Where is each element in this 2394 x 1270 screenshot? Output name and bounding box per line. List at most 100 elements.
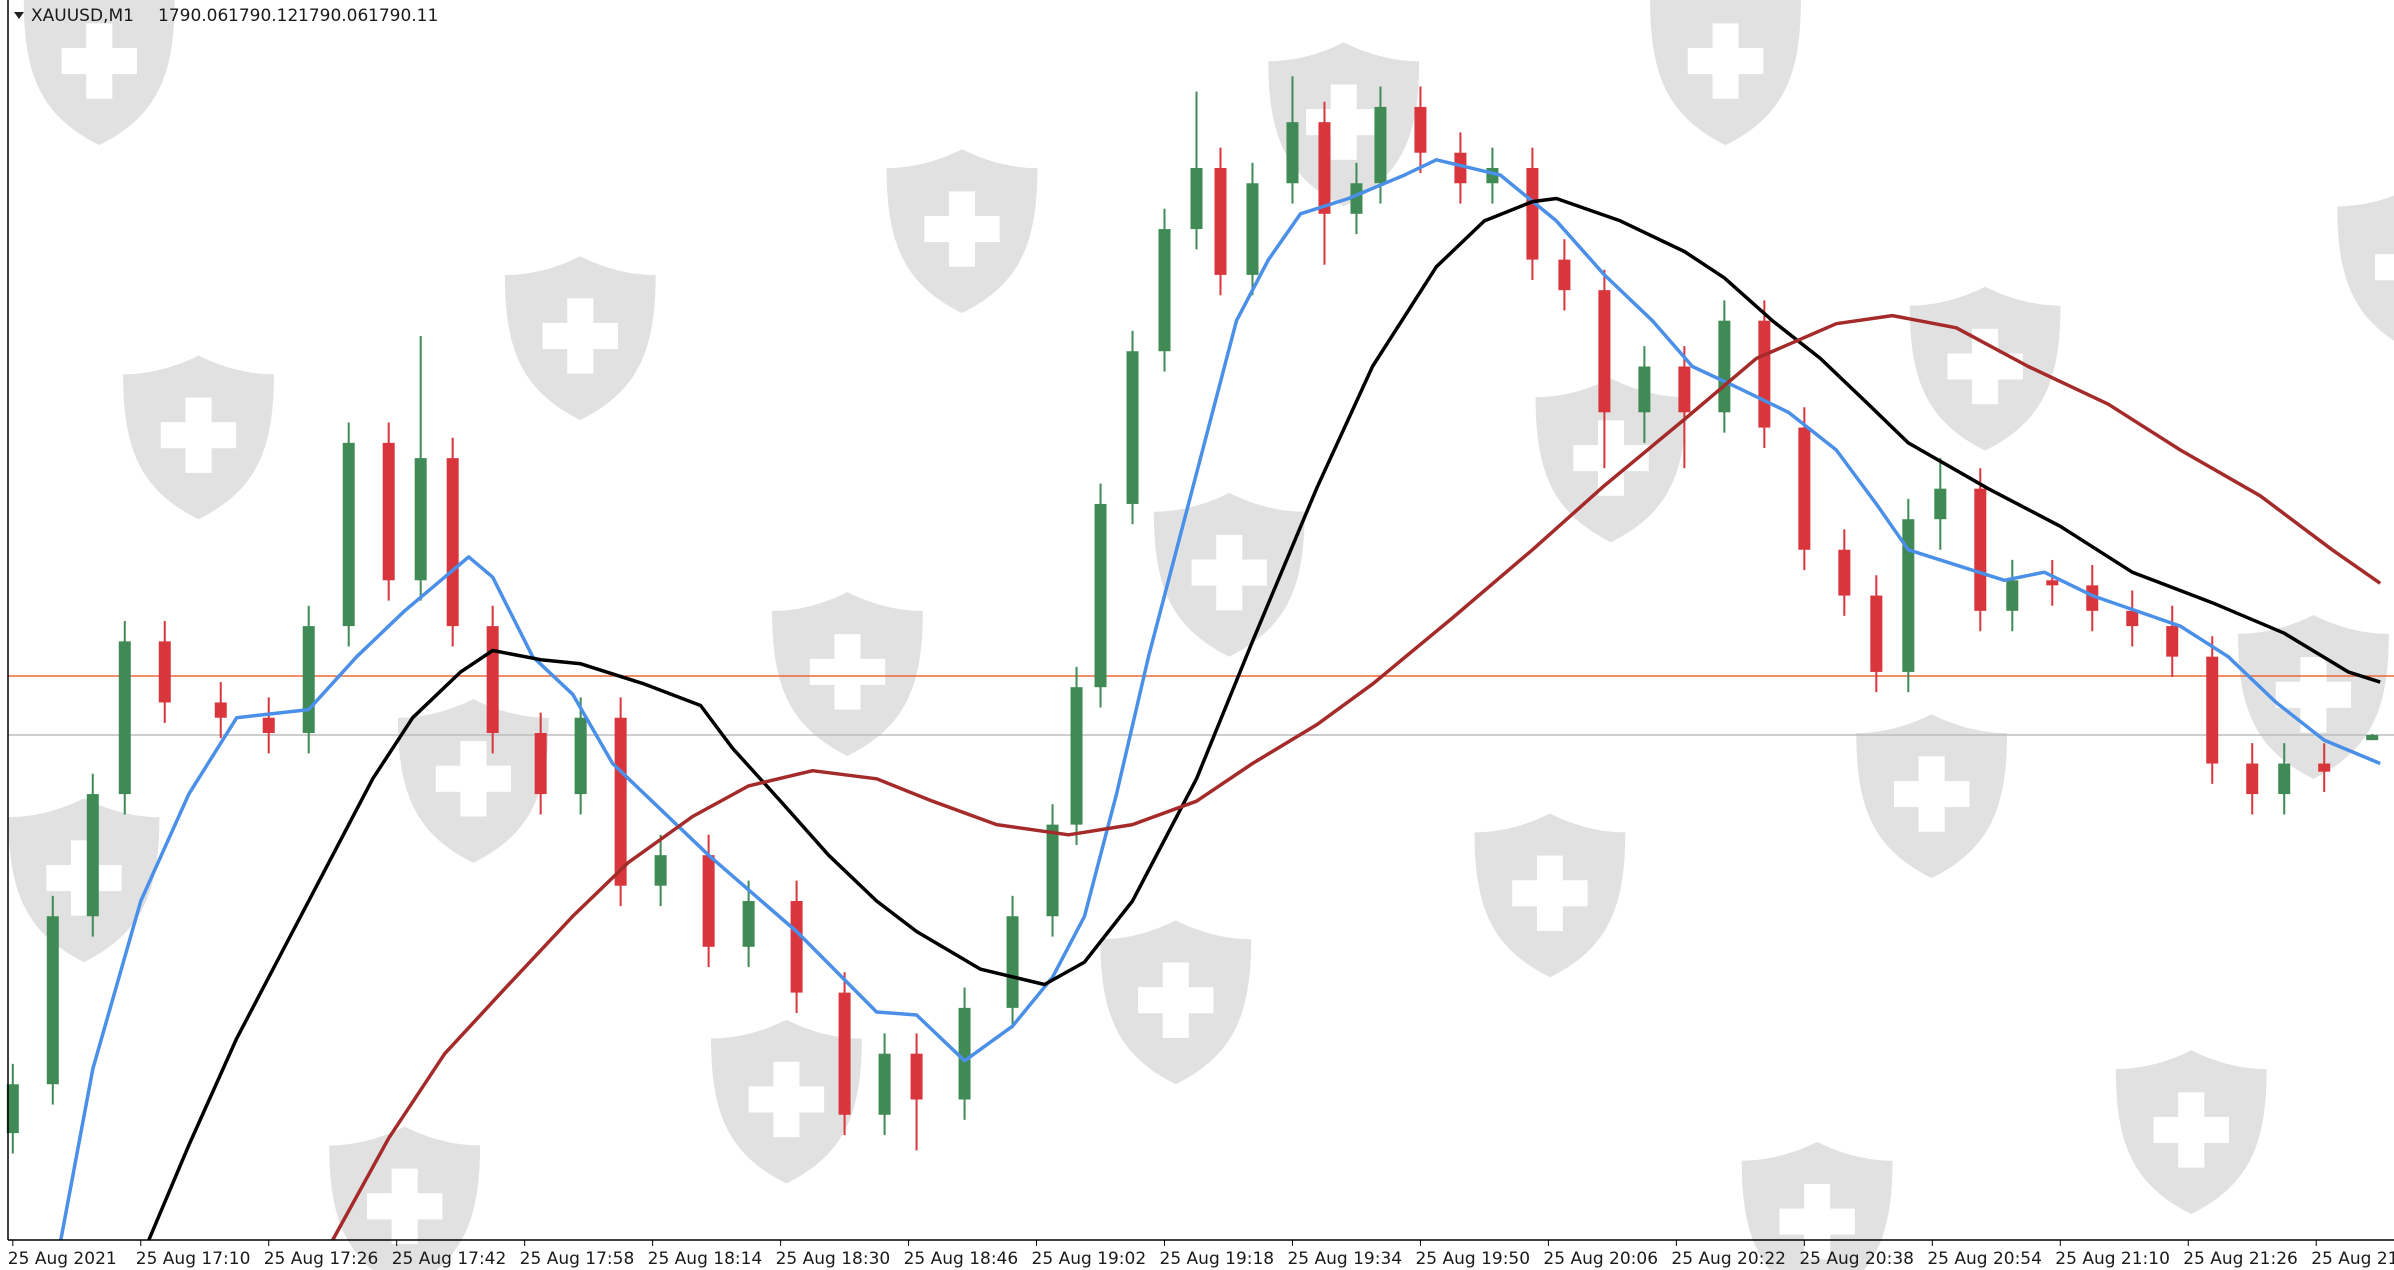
candle-body [1638,366,1651,413]
candle-body [1718,320,1731,413]
candle-body [1070,687,1083,825]
candle-body [1598,290,1611,413]
candle-body [878,1053,891,1115]
candle-body [118,641,131,795]
candle-body [1006,916,1019,1008]
watermark [504,256,656,421]
candle-body [958,1007,971,1100]
candle-body [2278,763,2291,795]
x-tick-label: 25 Aug 18:30 [776,1249,891,1269]
watermark-cross [1512,880,1588,907]
candle-body [1374,106,1387,184]
candle-body [790,900,803,993]
watermark [1535,378,1687,543]
watermark-cross [748,1086,825,1113]
watermark [1474,813,1626,978]
candle-body [382,442,395,581]
watermark-cross [366,1193,443,1220]
moving-average-line [59,158,2381,1241]
x-tick-label: 25 Aug 20:06 [1543,1249,1658,1269]
candle-body [1046,824,1059,917]
watermark [1153,492,1305,657]
candle-body [1678,366,1691,413]
watermark [772,592,923,756]
low-value: 1790.06 [298,6,368,26]
candle-body [46,916,59,1085]
candle-body [158,641,171,703]
header: XAUUSD,M1 1790.06 1790.12 1790.06 1790.1… [14,6,438,26]
x-tick-label: 25 Aug 19:50 [1415,1249,1530,1269]
candle-body [1558,259,1571,291]
x-tick-label: 25 Aug 19:34 [1287,1249,1402,1269]
candle-body [654,855,667,886]
watermark [8,798,160,963]
candle-body [302,626,315,734]
candle-body [1870,595,1883,672]
candle-body [614,717,627,886]
candle-body [1974,488,1987,611]
x-tick-label: 25 Aug 20:22 [1671,1249,1786,1269]
x-tick-label: 25 Aug 19:02 [1032,1249,1147,1269]
watermark-cross [542,322,618,349]
watermark [711,1019,862,1184]
candle-body [1902,519,1915,672]
watermark-shield [2337,195,2394,341]
candle-body [1350,183,1363,214]
watermark-cross [2275,681,2352,708]
candle-body [414,458,427,581]
watermark [23,0,175,146]
candle-body [1454,152,1467,184]
watermark-cross [809,658,886,685]
open-value: 1790.06 [158,6,228,26]
candle-body [2126,610,2139,627]
candle-body [342,442,355,627]
watermark-cross [1687,48,1764,75]
watermark [886,149,1038,314]
watermarks [8,0,2394,1270]
x-tick-label: 25 Aug 21:10 [2055,1249,2170,1269]
watermark-cross [1779,1208,1855,1235]
watermark [1100,920,1252,1085]
watermark [2115,1050,2267,1215]
watermark [1856,714,2008,879]
candle-body [1286,122,1299,184]
watermark-cross [61,48,137,75]
candle-body [446,458,459,627]
candle-body [2318,763,2331,772]
watermark [123,355,274,520]
x-tick-label: 25 Aug 21 [2311,1249,2394,1269]
candle-body [702,855,715,947]
x-tick-label: 25 Aug 2021 [8,1249,117,1269]
candle-body [1214,167,1227,275]
x-tick-label: 25 Aug 20:38 [1799,1249,1914,1269]
watermark-cross [1893,780,1970,808]
candle-body [1758,320,1771,428]
plot-area [6,76,2394,1241]
candle-body [1246,183,1259,275]
candle-body [838,992,851,1115]
candle-body [1798,427,1811,550]
x-tick-label: 25 Aug 17:10 [136,1249,251,1269]
candle-body [1414,106,1427,153]
watermark [2337,195,2394,341]
watermark [329,1126,481,1270]
candle-body [214,702,227,718]
x-tick-label: 25 Aug 17:26 [264,1249,379,1269]
candle-body [2246,763,2259,795]
candle-body [2006,580,2019,611]
candle-body [2366,735,2379,741]
watermark-cross [924,216,1000,243]
candle-body [86,794,99,917]
candle-body [910,1053,923,1100]
watermark-cross [1191,559,1267,586]
candle-body [574,717,587,795]
watermark-cross [1138,987,1214,1014]
candle-body [1190,167,1203,230]
candle-body [2046,580,2059,586]
candle-body [6,1084,19,1134]
candle-body [1526,167,1539,260]
watermark [1741,1141,1893,1270]
candle-body [742,900,755,947]
candle-body [2166,626,2179,657]
